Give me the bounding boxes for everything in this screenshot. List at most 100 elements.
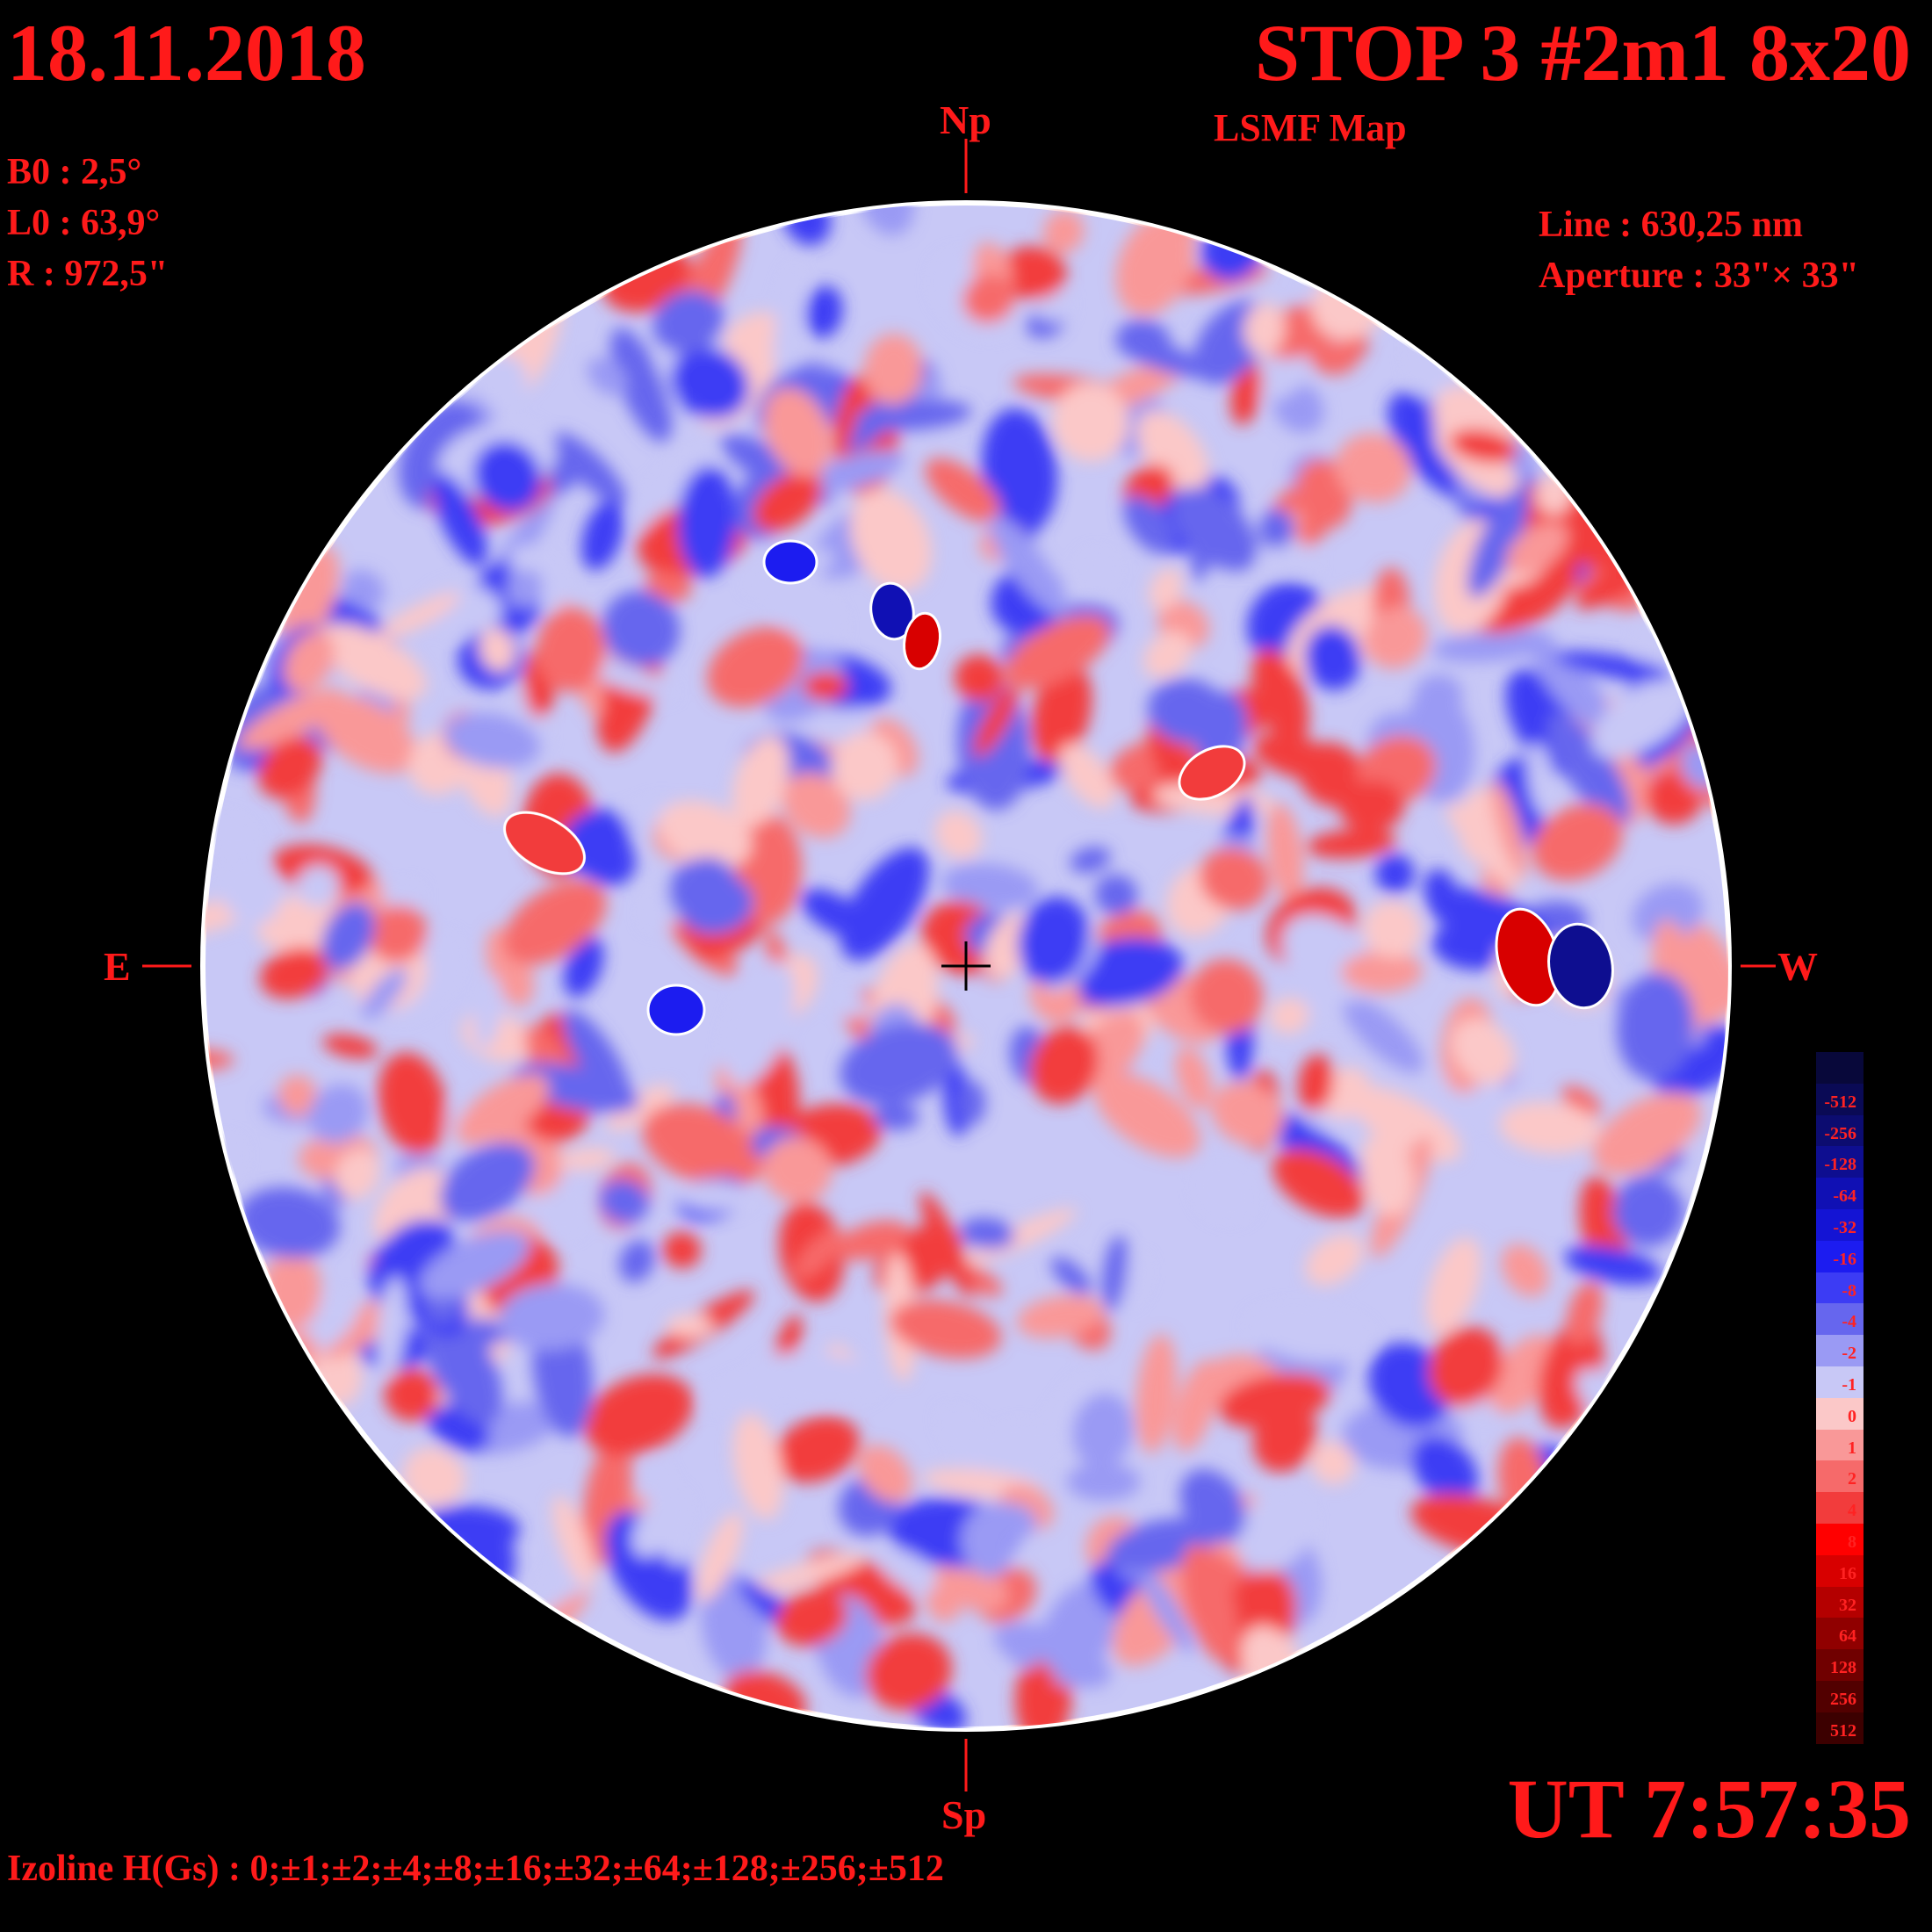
field-patch	[321, 902, 375, 970]
field-patch	[257, 736, 322, 798]
color-scale-step: 16	[1816, 1554, 1864, 1587]
field-patch	[502, 811, 587, 876]
field-patch	[558, 1148, 616, 1171]
field-patch	[455, 1074, 550, 1145]
field-patch	[419, 1230, 530, 1300]
field-patch	[377, 592, 460, 640]
field-patch	[581, 500, 624, 571]
field-patch	[831, 991, 869, 1018]
field-patch	[831, 732, 898, 801]
west-label: W	[1777, 944, 1818, 989]
field-patch	[1178, 745, 1246, 801]
center-crosshair	[941, 941, 991, 991]
field-patch	[1149, 568, 1184, 610]
field-patch	[503, 880, 607, 965]
field-patch	[919, 1191, 974, 1298]
field-patch	[1018, 896, 1090, 984]
field-patch	[962, 1208, 1077, 1265]
field-patch	[1431, 628, 1554, 663]
field-patch	[1171, 487, 1258, 572]
color-scale-step: -128	[1816, 1146, 1864, 1179]
field-patch	[770, 575, 843, 646]
field-patch	[1269, 997, 1309, 1034]
field-patch	[707, 626, 804, 708]
field-patch	[1253, 733, 1340, 781]
axis-ticks	[142, 139, 1776, 1791]
field-patch	[498, 1283, 605, 1351]
field-patch	[1258, 508, 1295, 549]
field-patch	[1016, 1294, 1104, 1338]
field-patch	[444, 712, 541, 768]
field-patch	[1341, 950, 1423, 993]
field-patch	[1364, 606, 1428, 669]
field-patch	[472, 441, 542, 512]
field-patch	[618, 1240, 655, 1283]
field-patch	[802, 671, 848, 701]
field-patch	[315, 695, 417, 774]
field-patch	[335, 1149, 380, 1200]
color-scale-label: -2	[1842, 1344, 1856, 1364]
field-patch	[1449, 429, 1517, 464]
color-scale-label: -128	[1824, 1155, 1856, 1175]
field-patch	[724, 961, 795, 1086]
field-patch	[763, 387, 832, 477]
field-patch	[1531, 639, 1611, 731]
field-patch	[602, 590, 681, 667]
field-patch	[658, 800, 753, 869]
field-patch	[308, 1084, 369, 1143]
color-scale-label: 16	[1839, 1563, 1856, 1583]
observation-date: 18.11.2018	[7, 8, 366, 97]
field-patch	[1554, 651, 1672, 681]
north-label: Np	[940, 97, 991, 142]
field-patch	[552, 1496, 595, 1589]
field-patch	[762, 1136, 833, 1203]
field-patch	[774, 1416, 860, 1483]
field-patch	[925, 458, 1001, 523]
magnetic-field-pattern	[204, 204, 1728, 1728]
map-type-label: LSMF Map	[1214, 106, 1407, 149]
field-patch	[1099, 961, 1144, 999]
spectral-line-value: Line : 630,25 nm	[1539, 205, 1804, 245]
field-patch	[1566, 1280, 1604, 1346]
field-patch	[1547, 712, 1631, 825]
field-patch	[1491, 780, 1527, 878]
field-patch	[1094, 874, 1138, 916]
izoline-levels: Izoline H(Gs) : 0;±1;±2;±4;±8;±16;±32;±6…	[7, 1849, 944, 1889]
field-patch	[1499, 1101, 1600, 1154]
field-patch	[1310, 1440, 1355, 1485]
field-patch	[238, 688, 344, 751]
field-patch	[221, 862, 280, 925]
field-patch	[1181, 1543, 1238, 1663]
field-patch	[677, 465, 737, 578]
field-patch	[807, 450, 905, 493]
field-patch	[973, 686, 1019, 757]
field-patch	[606, 1085, 674, 1131]
field-patch	[1363, 900, 1422, 958]
color-scale-label: 1	[1848, 1438, 1856, 1458]
field-patch	[1247, 1305, 1373, 1362]
field-patch	[1244, 303, 1286, 356]
field-patch	[506, 569, 544, 608]
field-patch	[1350, 1085, 1461, 1162]
color-scale-step: -4	[1816, 1303, 1864, 1336]
field-patch	[1297, 1054, 1334, 1113]
field-patch	[1426, 1237, 1481, 1336]
color-scale-step: -512	[1816, 1083, 1864, 1115]
field-patch	[869, 581, 915, 641]
color-scale-label: 512	[1830, 1720, 1856, 1741]
field-patch	[967, 1502, 1037, 1543]
color-scale-label: -512	[1824, 1092, 1856, 1112]
field-patch	[840, 847, 929, 961]
field-patch	[1078, 551, 1117, 589]
field-patch	[552, 432, 627, 506]
field-patch	[259, 947, 330, 999]
color-scale-label: -1	[1842, 1374, 1856, 1395]
field-patch	[599, 1179, 649, 1224]
field-patch	[362, 968, 407, 1020]
field-patch	[940, 1409, 1010, 1484]
color-scale-step: -64	[1816, 1178, 1864, 1209]
field-patch	[1547, 922, 1614, 1010]
field-patch	[732, 1413, 784, 1520]
field-patch	[1123, 495, 1174, 554]
field-patch	[1304, 624, 1361, 690]
